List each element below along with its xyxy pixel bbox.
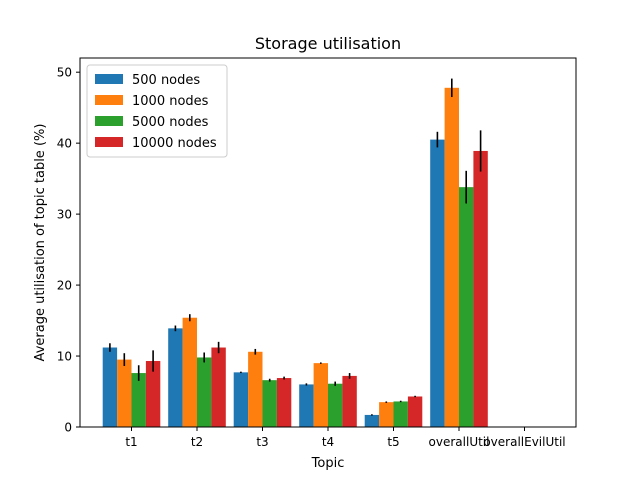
legend-label: 1000 nodes <box>132 94 209 109</box>
legend-swatch <box>95 74 123 84</box>
x-tick-label: t4 <box>322 435 334 449</box>
x-tick-label: t3 <box>256 435 268 449</box>
legend-label: 5000 nodes <box>132 115 209 130</box>
bar-t2-series-3 <box>211 347 226 427</box>
bar-t3-series-3 <box>276 378 292 427</box>
bar-t4-series-1 <box>313 363 328 427</box>
bar-t2-series-1 <box>182 317 197 427</box>
x-axis-label: Topic <box>311 456 345 471</box>
legend-swatch <box>95 116 123 126</box>
bar-t5-series-1 <box>379 402 394 427</box>
x-tick-label: t1 <box>125 435 137 449</box>
x-tick-label: t2 <box>191 435 203 449</box>
y-tick-label: 0 <box>64 421 72 435</box>
chart-title: Storage utilisation <box>255 34 401 53</box>
y-axis-label: Average utilisation of topic table (%) <box>33 124 48 362</box>
bar-t4-series-0 <box>299 384 314 427</box>
bar-t2-series-0 <box>168 328 183 427</box>
y-tick-label: 30 <box>57 208 72 222</box>
y-tick-label: 10 <box>57 350 72 364</box>
bar-overallUtil-series-3 <box>473 150 488 427</box>
bar-t4-series-2 <box>328 383 343 427</box>
legend-label: 10000 nodes <box>132 136 217 151</box>
bar-t5-series-2 <box>393 401 408 427</box>
y-tick-label: 40 <box>57 137 72 151</box>
x-tick-label: overallEvilUtil <box>483 435 565 449</box>
x-tick-label: overallUtil <box>429 435 490 449</box>
x-tick-label: t5 <box>387 435 399 449</box>
y-tick-label: 50 <box>57 66 72 80</box>
legend-swatch <box>95 95 123 105</box>
bar-t1-series-0 <box>102 347 118 427</box>
legend: 500 nodes 1000 nodes 5000 nodes 10000 nodes <box>86 64 228 158</box>
bar-overallUtil-series-0 <box>430 139 445 428</box>
bar-t3-series-2 <box>262 380 277 427</box>
legend-swatch <box>95 137 123 147</box>
bar-t5-series-0 <box>364 414 380 427</box>
bar-t1-series-1 <box>117 359 132 427</box>
y-axis: 0 10 20 30 40 50 <box>57 66 80 435</box>
bars-layer <box>102 87 488 428</box>
bar-t1-series-3 <box>145 361 161 427</box>
bar-t1-series-2 <box>131 373 146 427</box>
legend-box <box>86 64 228 158</box>
bar-t4-series-3 <box>342 375 357 427</box>
bar-overallUtil-series-1 <box>444 87 459 428</box>
legend-label: 500 nodes <box>132 73 200 88</box>
bar-overallUtil-series-2 <box>459 187 474 427</box>
y-tick-label: 20 <box>57 279 72 293</box>
errorbars-layer <box>109 78 482 416</box>
bar-t5-series-3 <box>407 396 423 427</box>
bar-t3-series-0 <box>233 372 249 427</box>
bar-t3-series-1 <box>248 351 263 427</box>
bar-t2-series-2 <box>197 357 212 427</box>
